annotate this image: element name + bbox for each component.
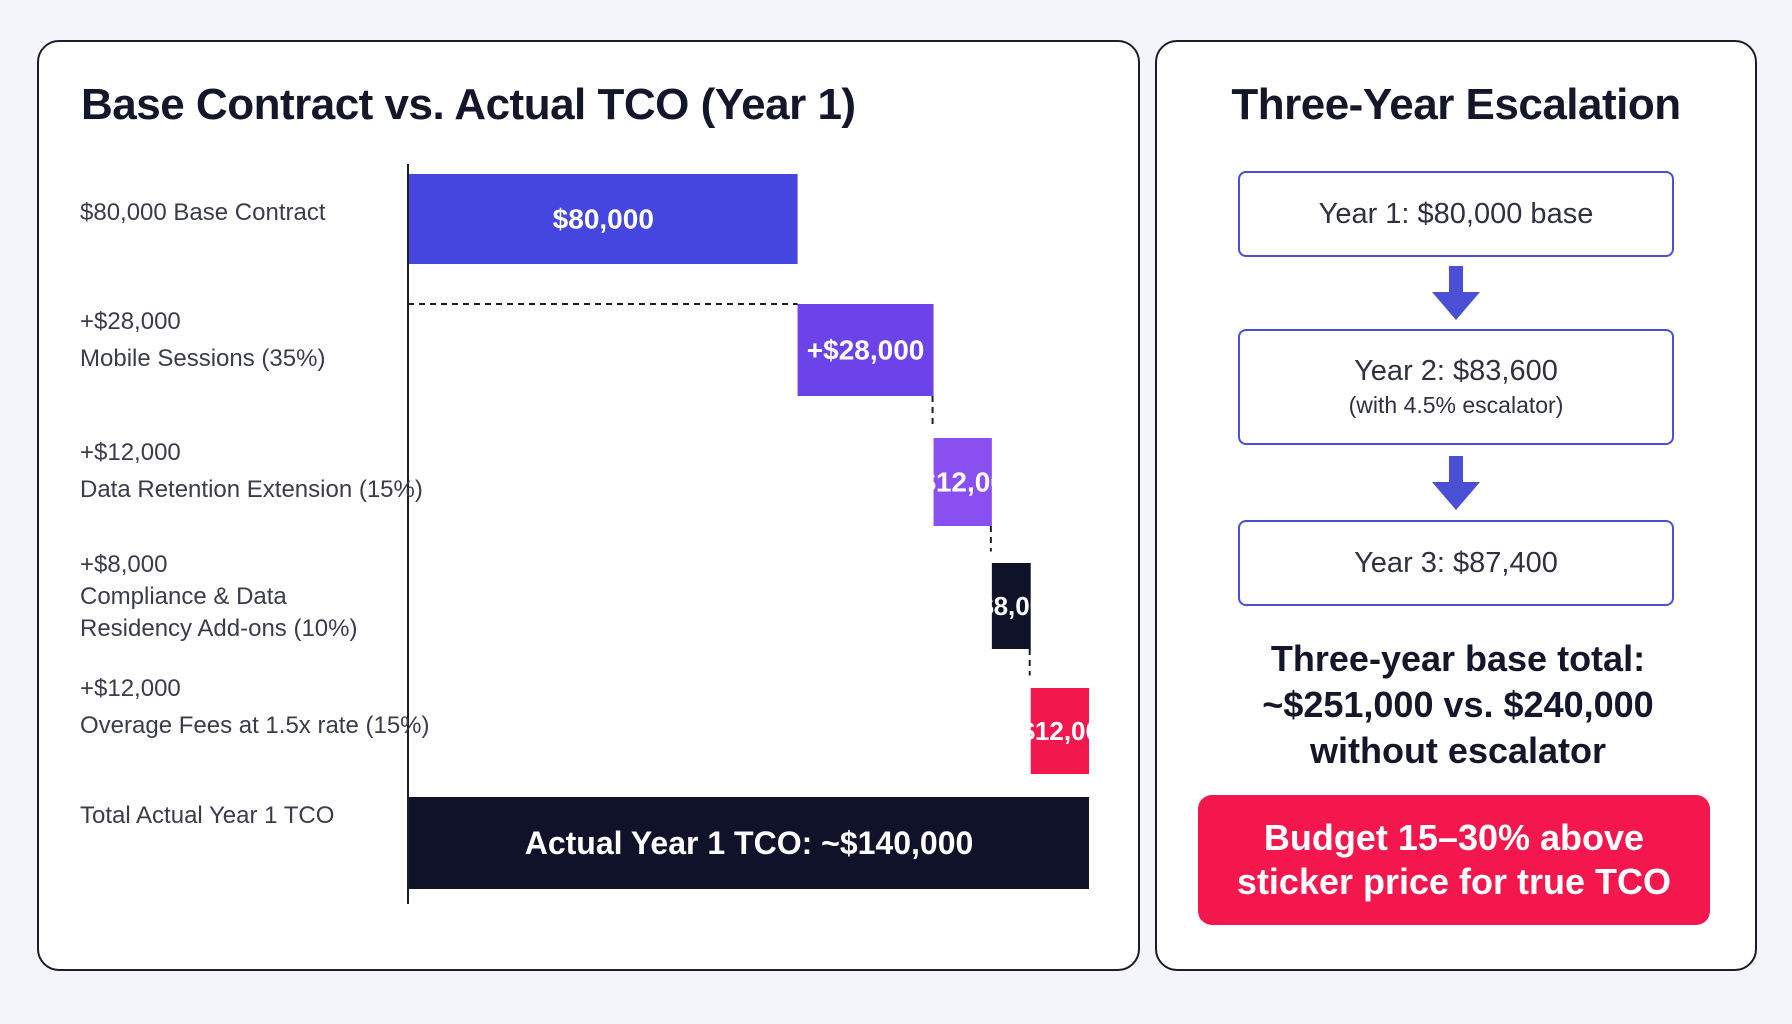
year-2-box: Year 2: $83,600 (with 4.5% escalator) bbox=[1238, 329, 1674, 445]
summary-line: without escalator bbox=[1309, 730, 1607, 771]
bar-value-label: $80,000 bbox=[553, 204, 654, 235]
category-label: +$8,000 bbox=[80, 551, 167, 578]
bar-value-label: +$8,000 bbox=[964, 591, 1059, 621]
waterfall-bar bbox=[933, 438, 992, 526]
category-label: +$12,000 bbox=[80, 675, 181, 702]
category-label: Mobile Sessions (35%) bbox=[80, 345, 325, 372]
waterfall-bar bbox=[797, 304, 934, 396]
escalation-panel: Three-Year Escalation Year 1: $80,000 ba… bbox=[1155, 40, 1757, 971]
category-label: Total Actual Year 1 TCO bbox=[80, 802, 334, 829]
callout-line: sticker price for true TCO bbox=[1236, 861, 1672, 902]
waterfall-bar bbox=[1030, 688, 1089, 774]
waterfall-panel: Base Contract vs. Actual TCO (Year 1) $8… bbox=[37, 40, 1140, 971]
category-label: Compliance & Data bbox=[80, 583, 287, 610]
callout-line: Budget 15–30% above bbox=[1263, 817, 1645, 858]
waterfall-bar bbox=[991, 563, 1031, 649]
escalation-title: Three-Year Escalation bbox=[1231, 80, 1681, 129]
connector-line bbox=[1028, 649, 1031, 676]
category-label: +$28,000 bbox=[80, 308, 181, 335]
category-label: Overage Fees at 1.5x rate (15%) bbox=[80, 712, 430, 739]
category-label: Data Retention Extension (15%) bbox=[80, 476, 423, 503]
category-label: $80,000 Base Contract bbox=[80, 199, 326, 226]
summary-line: ~$251,000 vs. $240,000 bbox=[1262, 684, 1654, 725]
year-2-text: Year 2: $83,600 bbox=[1354, 355, 1558, 387]
chart-title: Base Contract vs. Actual TCO (Year 1) bbox=[81, 80, 856, 129]
waterfall-chart: $80,000 $80,000 Base Contract +$28,000 +$28… bbox=[80, 164, 1114, 904]
category-label: Residency Add-ons (10%) bbox=[80, 615, 357, 642]
bar-value-label: Actual Year 1 TCO: ~$140,000 bbox=[525, 825, 974, 861]
waterfall-bar bbox=[409, 797, 1089, 889]
bar-value-label: +$12,000 bbox=[1005, 716, 1114, 746]
summary-line: Three-year base total: bbox=[1270, 638, 1646, 679]
connector-line bbox=[989, 526, 992, 552]
waterfall-bar bbox=[409, 174, 798, 264]
down-arrow-icon bbox=[1432, 456, 1480, 510]
three-year-summary: Three-year base total: ~$251,000 vs. $24… bbox=[1177, 636, 1739, 774]
category-label: +$12,000 bbox=[80, 439, 181, 466]
year-1-text: Year 1: $80,000 base bbox=[1318, 197, 1594, 230]
down-arrow-icon bbox=[1432, 266, 1480, 320]
year-3-text: Year 3: $87,400 bbox=[1354, 546, 1558, 579]
year-2-note: (with 4.5% escalator) bbox=[1348, 392, 1564, 418]
connector-line bbox=[931, 396, 934, 424]
bar-value-label: +$12,000 bbox=[904, 467, 1022, 498]
year-3-box: Year 3: $87,400 bbox=[1238, 520, 1674, 606]
year-1-box: Year 1: $80,000 base bbox=[1238, 171, 1674, 257]
bar-value-label: +$28,000 bbox=[807, 335, 925, 366]
budget-callout: Budget 15–30% above sticker price for tr… bbox=[1198, 795, 1710, 925]
